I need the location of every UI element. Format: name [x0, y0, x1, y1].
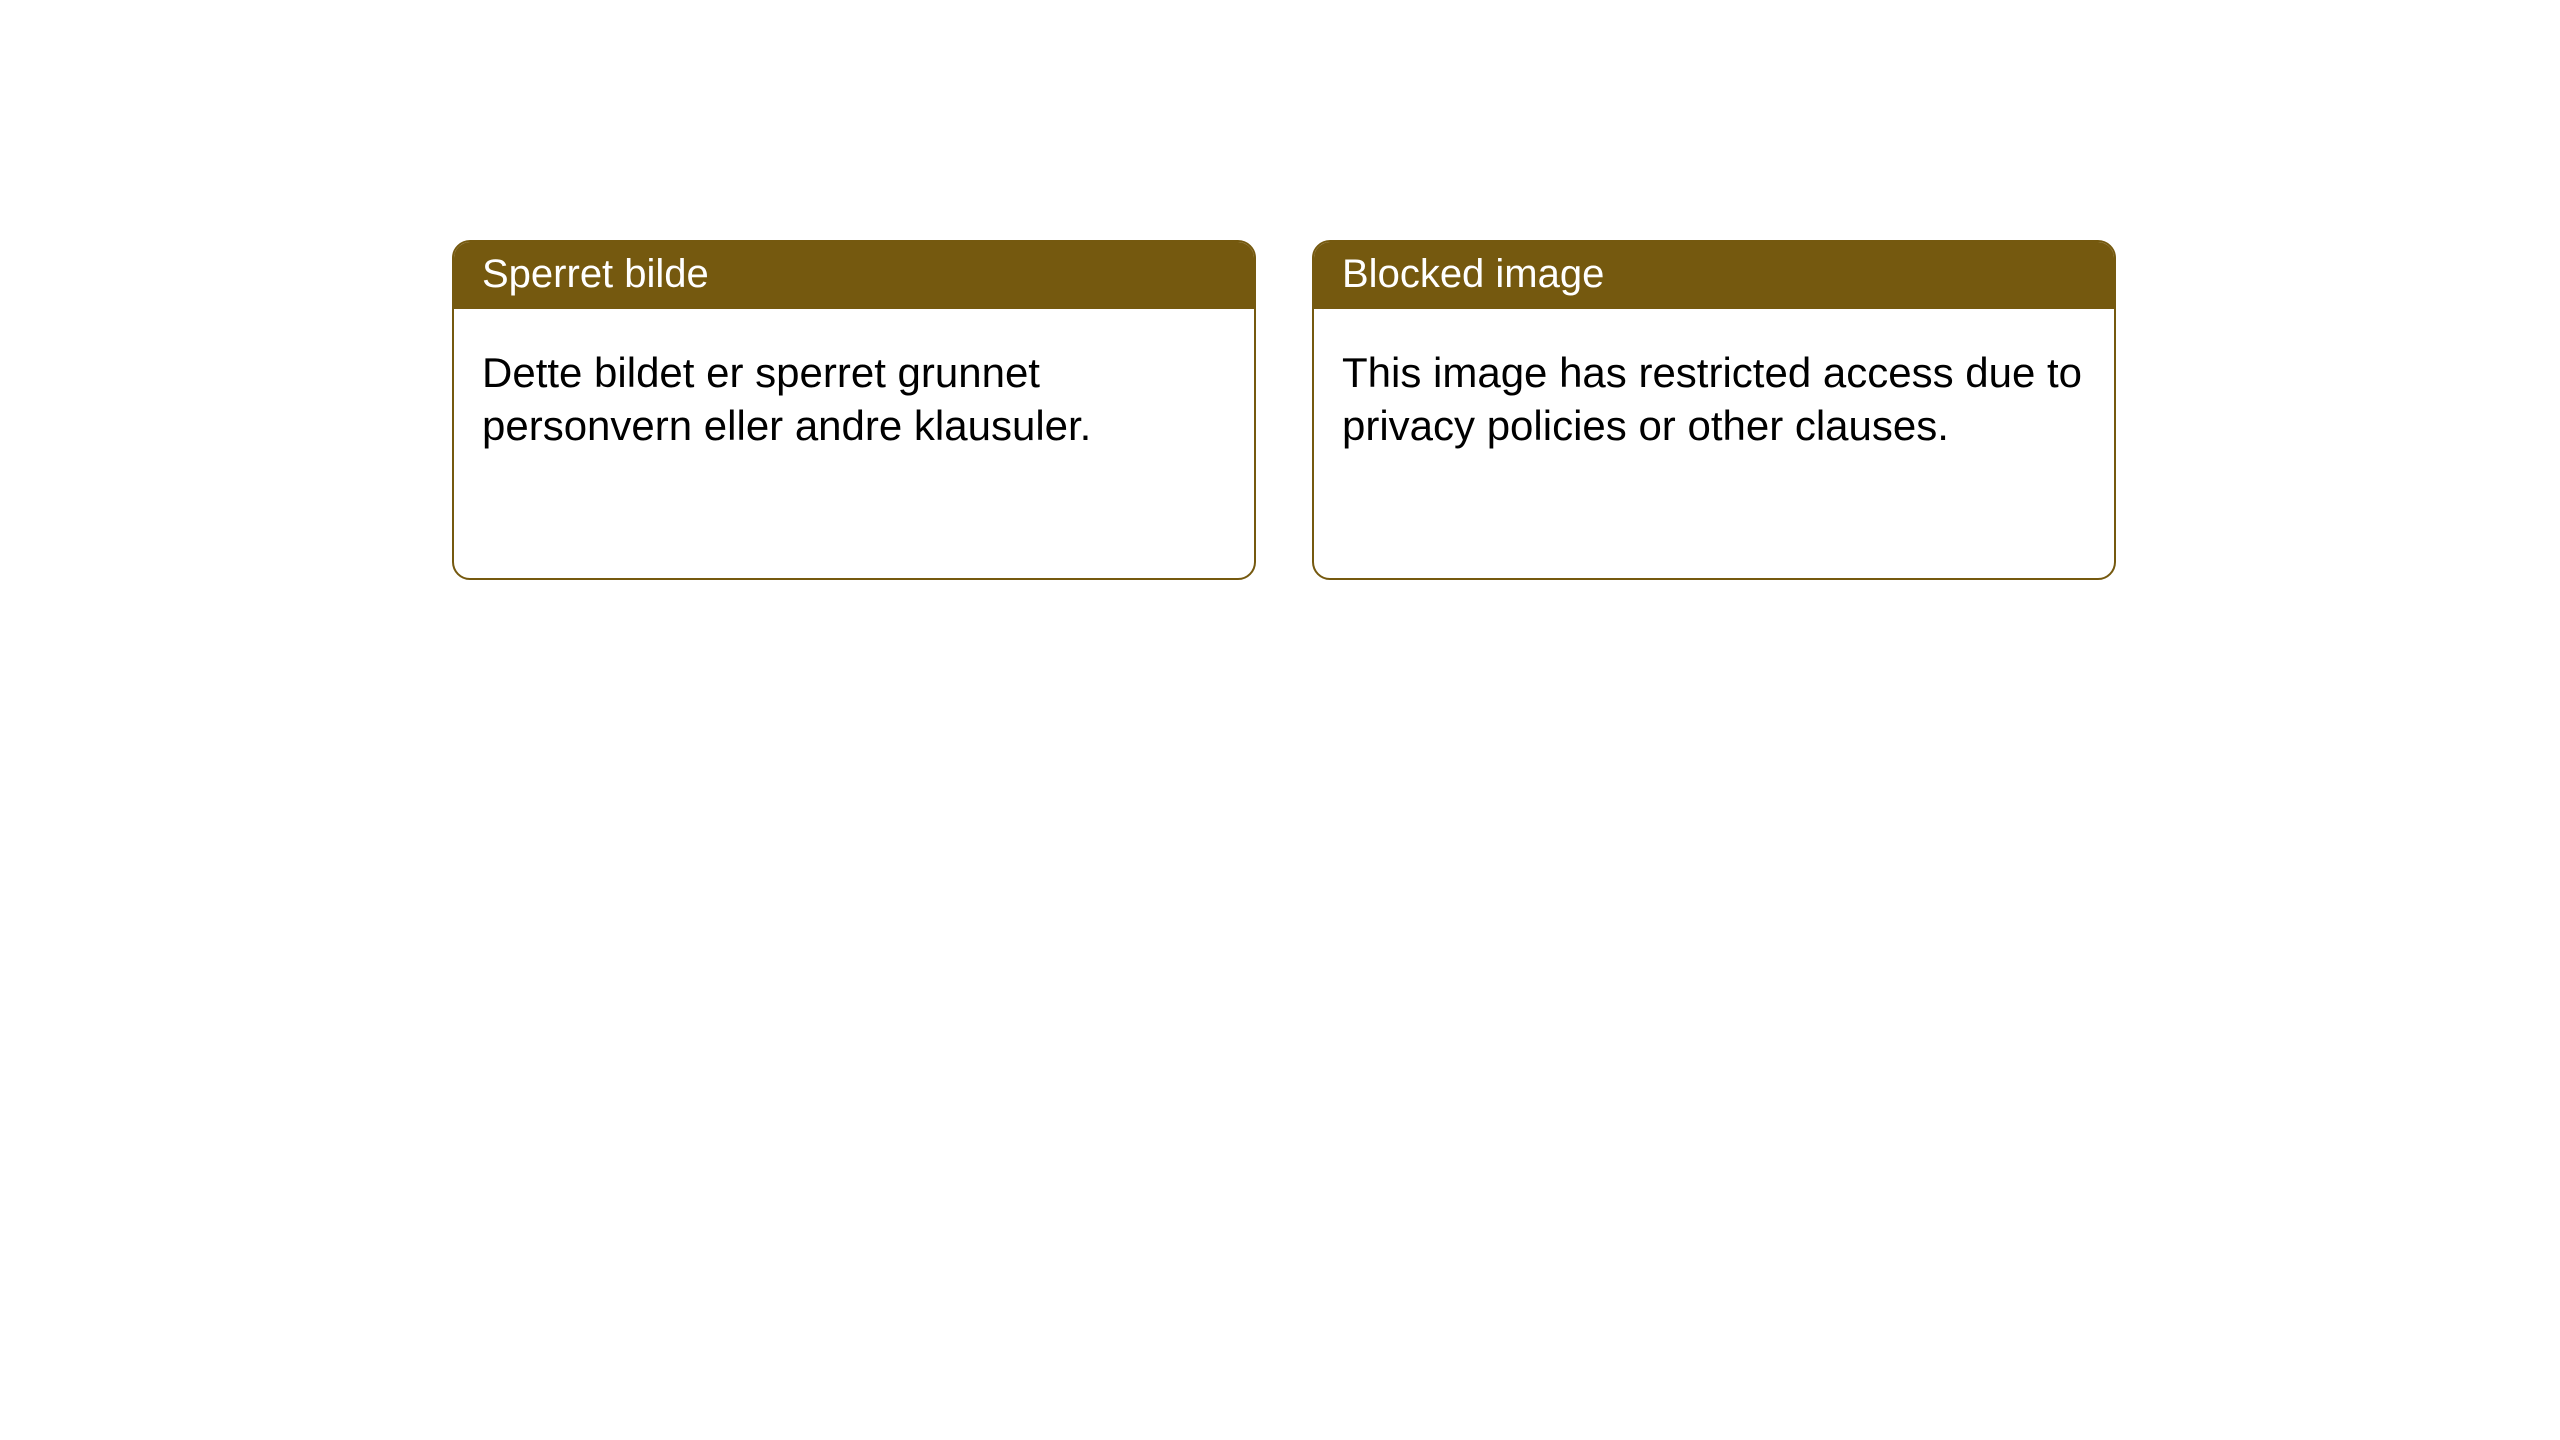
notice-card-body: Dette bildet er sperret grunnet personve…	[454, 309, 1254, 480]
notice-card-en: Blocked image This image has restricted …	[1312, 240, 2116, 580]
notice-card-no: Sperret bilde Dette bildet er sperret gr…	[452, 240, 1256, 580]
notice-text-no: Dette bildet er sperret grunnet personve…	[482, 349, 1091, 449]
notice-card-header: Sperret bilde	[454, 242, 1254, 309]
notice-title-no: Sperret bilde	[482, 252, 709, 296]
notice-card-header: Blocked image	[1314, 242, 2114, 309]
notice-container: Sperret bilde Dette bildet er sperret gr…	[0, 0, 2560, 580]
notice-title-en: Blocked image	[1342, 252, 1604, 296]
notice-text-en: This image has restricted access due to …	[1342, 349, 2082, 449]
notice-card-body: This image has restricted access due to …	[1314, 309, 2114, 480]
